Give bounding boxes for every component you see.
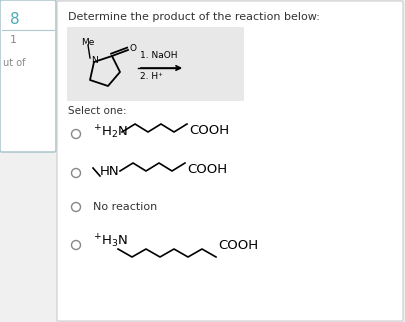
Text: Determine the product of the reaction below:: Determine the product of the reaction be… bbox=[68, 12, 319, 22]
Text: ut of: ut of bbox=[3, 58, 26, 68]
FancyBboxPatch shape bbox=[68, 225, 397, 265]
FancyBboxPatch shape bbox=[68, 120, 397, 148]
Text: COOH: COOH bbox=[217, 239, 258, 251]
Text: COOH: COOH bbox=[189, 124, 228, 137]
Text: Select one:: Select one: bbox=[68, 106, 126, 116]
FancyBboxPatch shape bbox=[68, 160, 397, 186]
Text: $^{+}$H$_3$N: $^{+}$H$_3$N bbox=[93, 232, 128, 250]
FancyBboxPatch shape bbox=[0, 0, 56, 152]
Text: $^{+}$H$_2$N: $^{+}$H$_2$N bbox=[93, 123, 128, 141]
Text: COOH: COOH bbox=[187, 163, 226, 175]
Text: No reaction: No reaction bbox=[93, 202, 157, 212]
Text: 8: 8 bbox=[10, 12, 19, 27]
Text: 1. NaOH: 1. NaOH bbox=[140, 51, 177, 60]
Text: N: N bbox=[91, 55, 98, 64]
Text: HN: HN bbox=[100, 165, 119, 177]
Text: O: O bbox=[130, 43, 136, 52]
FancyBboxPatch shape bbox=[57, 1, 402, 321]
FancyBboxPatch shape bbox=[67, 27, 243, 101]
Text: 2. H⁺: 2. H⁺ bbox=[140, 72, 162, 81]
Text: Me: Me bbox=[81, 38, 94, 47]
Text: 1: 1 bbox=[10, 35, 17, 45]
